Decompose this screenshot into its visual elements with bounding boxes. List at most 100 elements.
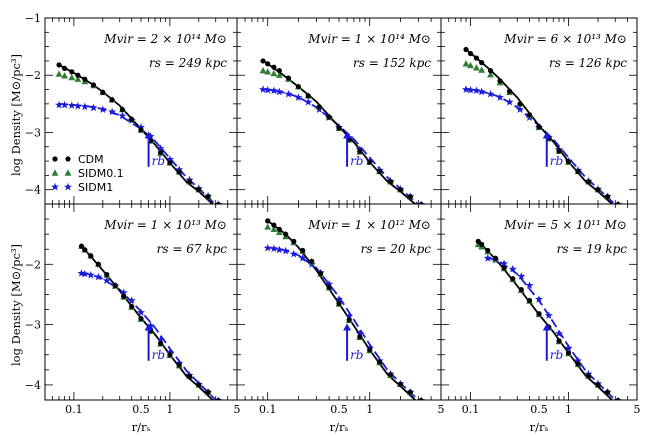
- cdm-point: [104, 271, 110, 278]
- legend-marker: [65, 156, 71, 162]
- cdm-point: [100, 89, 106, 95]
- cdm-point: [138, 315, 144, 322]
- cdm-point: [615, 201, 621, 204]
- cdm-point: [397, 187, 404, 193]
- sidm01-point: [487, 71, 494, 78]
- x-tick-label: 0.1: [65, 403, 83, 416]
- sidm01-point: [275, 71, 283, 78]
- legend-marker: [51, 169, 59, 176]
- rb-arrow-head: [144, 131, 153, 139]
- cdm-point: [346, 317, 352, 323]
- cdm-point: [295, 84, 302, 90]
- sidm1-point: [574, 356, 582, 365]
- cdm-point: [176, 169, 182, 175]
- cdm-point: [604, 389, 611, 395]
- rb-arrow-head: [343, 131, 352, 139]
- sidm1-point: [86, 271, 95, 279]
- cdm-point: [585, 373, 592, 379]
- rb-arrow-head: [144, 323, 153, 331]
- panel-mass-label: Mvir = 6 × 10¹³ M⊙: [503, 32, 627, 46]
- sidm1-point: [275, 87, 284, 96]
- cdm-point: [291, 238, 297, 244]
- sidm1-point: [102, 276, 111, 284]
- cdm-point: [82, 247, 88, 253]
- cdm-point: [316, 104, 322, 110]
- sidm1-point: [275, 245, 284, 254]
- panel-mass-label: Mvir = 1 × 10¹³ M⊙: [103, 218, 227, 232]
- x-tick-label: 5: [634, 403, 641, 416]
- cdm-point: [387, 372, 394, 378]
- cdm-point: [309, 258, 315, 264]
- y-tick-label: −2: [25, 69, 41, 82]
- cdm-point: [473, 55, 480, 61]
- cdm-point: [276, 68, 282, 74]
- cdm-point: [260, 58, 266, 64]
- cdm-point: [176, 362, 182, 368]
- cdm-point: [407, 193, 413, 200]
- cdm-point: [565, 159, 572, 165]
- plot-area: [462, 46, 622, 204]
- sidm1-point: [505, 97, 514, 106]
- cdm-point: [90, 82, 97, 88]
- sidm1-point: [304, 97, 313, 106]
- cdm-point: [367, 159, 373, 165]
- plot-area: [474, 238, 622, 400]
- cdm-point: [129, 303, 135, 310]
- cdm-point: [518, 287, 524, 293]
- sidm1-point: [555, 329, 563, 338]
- sidm1-point: [462, 85, 470, 93]
- panel-rs-label: rs = 126 kpc: [549, 56, 627, 70]
- sidm01-point: [270, 69, 278, 77]
- sidm1-point: [517, 272, 526, 280]
- sidm1-point: [118, 111, 127, 120]
- cdm-point: [463, 46, 469, 53]
- legend-label: SIDM0.1: [78, 167, 124, 180]
- cdm-point: [285, 75, 292, 81]
- sidm1-point: [108, 107, 117, 116]
- cdm-point: [492, 255, 499, 261]
- cdm-point: [121, 293, 127, 299]
- x-tick-label: 1: [366, 403, 373, 416]
- sidm1-point: [259, 85, 267, 93]
- legend-marker: [52, 156, 58, 162]
- nfw-fit-line: [58, 64, 214, 204]
- cdm-point: [336, 300, 342, 307]
- nfw-fit-line: [477, 240, 614, 400]
- sidm01-point: [68, 73, 76, 81]
- y-axis-label-lower: log Density [M⊙/pc³]: [9, 244, 23, 366]
- cdm-point: [467, 50, 474, 57]
- cdm-point: [265, 218, 271, 224]
- cdm-point: [271, 222, 277, 228]
- cdm-point: [565, 350, 572, 356]
- cdm-point: [536, 311, 542, 317]
- sidm1-point: [477, 87, 486, 96]
- cdm-point: [595, 187, 601, 193]
- legend-marker: [64, 182, 72, 191]
- burkert-fit-line: [262, 88, 420, 204]
- cdm-point: [556, 338, 562, 344]
- y-tick-label: −2: [25, 258, 41, 271]
- rb-label: rb: [550, 348, 563, 362]
- sidm1-point: [284, 89, 293, 98]
- cdm-point: [575, 168, 581, 174]
- sidm1-point: [156, 335, 165, 344]
- cdm-point: [326, 114, 332, 120]
- cdm-point: [82, 76, 88, 82]
- panel-6: rb 0.1 0.5 1 5 Mvir = 5 × 10¹¹ M⊙ rs = 19 kpc: [440, 203, 641, 416]
- y-tick-label: −4: [25, 184, 41, 197]
- x-tick-label: 0.1: [259, 403, 277, 416]
- cdm-point: [167, 160, 173, 166]
- panel-mass-label: Mvir = 2 × 10¹⁴ M⊙: [103, 32, 227, 46]
- rb-label: rb: [152, 348, 165, 362]
- cdm-point: [418, 201, 424, 204]
- x-tick-label: 0.1: [462, 403, 480, 416]
- sidm1-point: [281, 246, 290, 255]
- plot-area: [263, 218, 426, 400]
- cdm-point: [387, 179, 394, 185]
- cdm-point: [61, 65, 68, 71]
- cdm-point: [138, 127, 144, 133]
- sidm1-point: [73, 101, 82, 110]
- cdm-point: [526, 112, 533, 118]
- x-tick-label: 0.5: [132, 403, 150, 416]
- sidm1-point: [355, 329, 364, 338]
